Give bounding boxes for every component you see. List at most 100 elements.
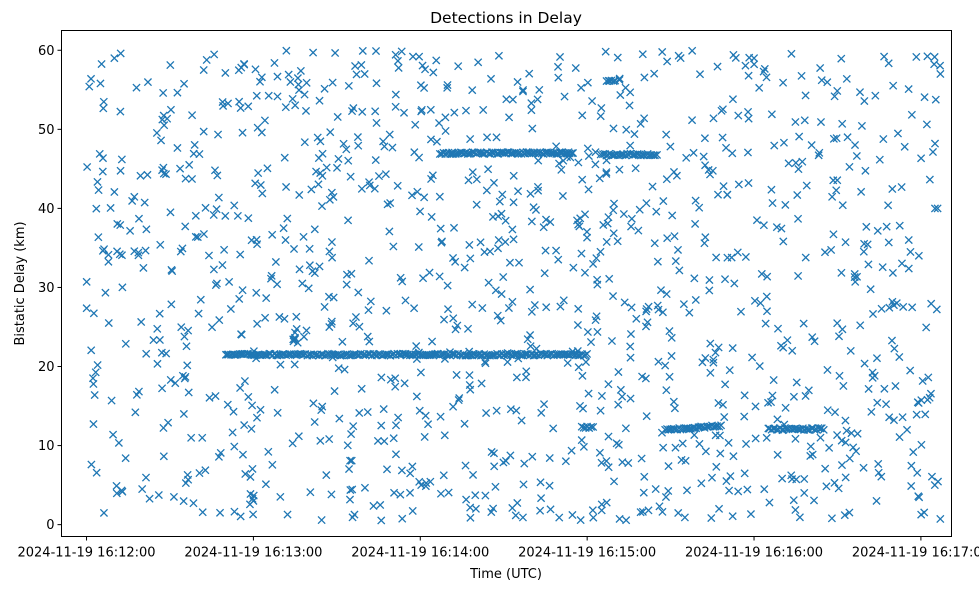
detection-point: [141, 473, 151, 482]
detection-point: [390, 488, 399, 497]
detection-point: [212, 205, 221, 214]
detection-point: [166, 375, 175, 385]
detection-point: [744, 71, 753, 80]
detection-point: [293, 74, 302, 83]
detection-point: [443, 80, 452, 90]
track-detection-point: [611, 76, 620, 85]
detection-point: [827, 514, 836, 523]
detection-point: [908, 303, 917, 312]
detection-point: [709, 355, 718, 364]
detection-point: [176, 247, 185, 256]
detection-point: [921, 410, 930, 419]
detection-point: [221, 211, 230, 220]
detection-point: [513, 77, 522, 87]
detection-point: [779, 78, 788, 87]
detection-point: [472, 175, 481, 184]
detection-point: [791, 158, 800, 167]
detection-point: [261, 313, 270, 322]
detection-point: [236, 383, 245, 393]
detection-point: [82, 277, 91, 286]
detection-point: [918, 376, 927, 385]
detection-point: [283, 214, 292, 223]
detection-point: [189, 499, 198, 508]
detection-point: [537, 494, 546, 503]
detection-point: [247, 424, 256, 433]
detection-point: [191, 211, 200, 220]
detection-point: [414, 242, 423, 252]
detection-point: [396, 490, 405, 499]
detection-point: [465, 371, 474, 380]
detection-point: [491, 482, 500, 491]
detection-point: [421, 65, 430, 74]
detection-point: [508, 297, 517, 306]
detection-point: [328, 78, 337, 87]
detection-point: [294, 432, 303, 441]
detection-point: [907, 461, 916, 470]
detection-point: [527, 99, 536, 108]
detection-point: [830, 478, 839, 487]
detection-point: [720, 412, 729, 422]
detection-point: [920, 93, 929, 102]
detection-point: [230, 507, 239, 516]
detection-point: [841, 416, 850, 425]
detection-point: [583, 327, 592, 337]
detection-point: [338, 337, 347, 346]
detection-point: [415, 153, 424, 162]
detection-point: [205, 393, 214, 402]
detection-point: [904, 264, 913, 273]
detection-point: [868, 309, 878, 319]
detection-point: [477, 379, 486, 388]
detection-point: [83, 162, 92, 172]
detection-point: [625, 101, 634, 110]
detection-point: [377, 421, 386, 430]
detection-point: [760, 64, 769, 73]
detection-point: [354, 141, 363, 150]
detection-point: [626, 329, 636, 339]
detection-point: [397, 466, 406, 475]
detection-point: [804, 386, 813, 395]
detection-point: [502, 95, 511, 104]
detection-point: [352, 70, 361, 79]
detection-point: [667, 333, 676, 342]
detection-point: [638, 372, 647, 381]
detection-point: [528, 452, 537, 461]
detection-point: [626, 222, 636, 231]
detection-point: [634, 226, 643, 235]
detection-point: [540, 269, 549, 278]
detection-point: [491, 286, 500, 295]
detection-point: [534, 156, 543, 165]
detection-point: [845, 508, 854, 517]
detection-point: [472, 200, 481, 209]
detection-point: [434, 118, 444, 128]
detection-point: [542, 303, 551, 312]
detection-point: [895, 433, 904, 442]
detection-point: [877, 472, 886, 481]
detection-point: [917, 510, 926, 519]
detection-point: [829, 230, 838, 239]
detection-point: [773, 324, 783, 333]
detection-point: [671, 443, 680, 452]
detection-point: [513, 187, 523, 196]
track-detection-point: [589, 422, 598, 432]
detection-point: [714, 398, 723, 408]
detection-point: [597, 103, 606, 113]
detection-point: [218, 261, 227, 270]
detection-point: [199, 230, 208, 239]
detection-point: [158, 166, 167, 175]
detection-point: [421, 482, 430, 491]
detection-point: [823, 365, 832, 375]
detection-point: [830, 408, 840, 417]
detection-point: [593, 280, 602, 289]
track-detection-point: [819, 425, 828, 434]
detection-point: [300, 90, 309, 99]
detection-point: [236, 250, 245, 259]
detection-point: [688, 46, 697, 55]
detection-point: [881, 400, 891, 409]
detection-point: [580, 268, 590, 277]
detection-point: [654, 357, 663, 366]
detection-point: [641, 322, 651, 331]
detection-point: [142, 349, 151, 358]
detection-point: [452, 370, 461, 379]
detection-point: [874, 468, 883, 477]
detection-point: [509, 198, 518, 207]
